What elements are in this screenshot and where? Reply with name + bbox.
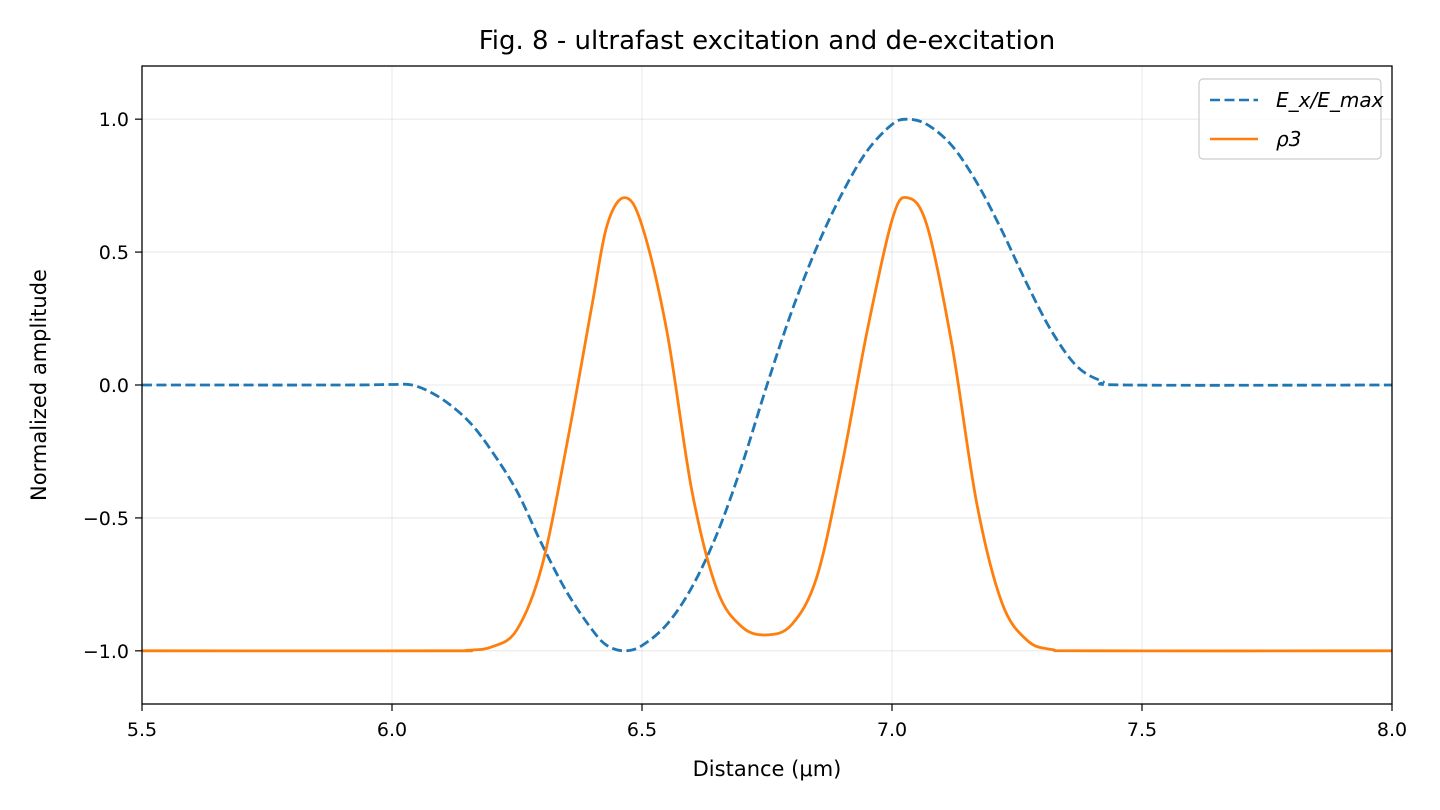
legend: E_x/E_max ρ3 [1198, 78, 1384, 160]
x-tick-label: 6.0 [377, 719, 407, 741]
series-layer [141, 117, 1393, 653]
x-tick-label: 7.0 [877, 719, 907, 741]
series-line-ex [141, 117, 1393, 653]
ticks: 5.5 6.0 6.5 7.0 7.5 8.0 1.0 0.5 0.0 −0.5 −1.0 [83, 109, 1407, 741]
y-tick-label: −0.5 [83, 508, 129, 530]
y-tick-label: 0.5 [99, 242, 129, 264]
series-line-rho [141, 195, 1393, 653]
y-tick-label: −1.0 [83, 641, 129, 663]
y-axis-label: Normalized amplitude [27, 269, 51, 501]
chart-title: Fig. 8 - ultrafast excitation and de-exc… [479, 26, 1056, 56]
x-tick-label: 5.5 [127, 719, 157, 741]
x-tick-label: 8.0 [1377, 719, 1407, 741]
x-tick-label: 7.5 [1127, 719, 1157, 741]
x-tick-label: 6.5 [627, 719, 657, 741]
y-tick-label: 0.0 [99, 375, 129, 397]
y-tick-label: 1.0 [99, 109, 129, 131]
legend-label-rho: ρ3 [1276, 127, 1301, 151]
x-axis-label: Distance (μm) [693, 757, 842, 781]
legend-label-ex: E_x/E_max [1276, 88, 1384, 112]
